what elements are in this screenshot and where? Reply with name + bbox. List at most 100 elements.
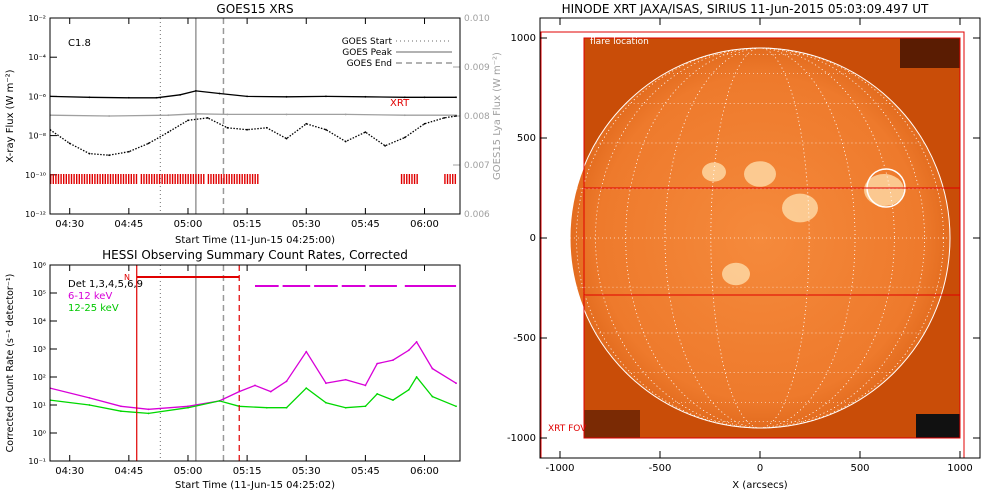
xrt-obs-tick: [70, 174, 73, 184]
xrt-obs-tick: [241, 174, 243, 184]
goes-ytick-label: 10⁻²: [28, 14, 46, 23]
xrt-obs-tick: [78, 174, 80, 184]
goes-panel: GOES15 XRS X-ray Flux (W m⁻²) GOES15 Lya…: [5, 2, 503, 246]
xrt-obs-tick: [125, 174, 127, 184]
xrt-fov-inner-box: [583, 37, 961, 439]
xrt-obs-tick: [96, 174, 99, 184]
xrt-solar-limb: [569, 47, 951, 429]
goes-series-point-1: [108, 115, 111, 117]
xrt-obs-tick: [220, 174, 223, 184]
goes-class-label: C1.8: [68, 38, 91, 49]
xrt-obs-tick: [406, 174, 408, 184]
legend-goes-end: GOES End: [347, 59, 392, 69]
goes-series-point-2: [246, 128, 249, 131]
xrt-obs-tick: [207, 174, 210, 184]
goes-plot-area: [50, 18, 457, 214]
xrt-axes: -1000 -500 0 500 1000 -1000 -500 0 500 1000: [507, 18, 980, 474]
goes-series-point-1: [285, 113, 288, 116]
xrt-obs-tick: [140, 174, 143, 184]
hessi-ytick-label: 10²: [33, 373, 46, 382]
hessi-series-point-1: [265, 406, 268, 409]
goes-series-point-0: [179, 93, 181, 96]
goes-legend: GOES Start GOES Peak GOES End: [342, 37, 452, 69]
hessi-series-label-6-12: 6-12 keV: [68, 291, 112, 302]
hessi-title: HESSI Observing Summary Count Rates, Cor…: [102, 248, 408, 262]
xrt-obs-tick: [63, 174, 65, 184]
hessi-series-point-1: [218, 400, 221, 402]
goes-series-point-2: [443, 116, 446, 119]
hessi-series-point-1: [407, 388, 410, 391]
goes-series-point-0: [218, 92, 221, 95]
xrt-obs-tick: [184, 174, 187, 184]
xrt-bright-region: [702, 162, 726, 182]
legend-goes-peak: GOES Peak: [342, 48, 392, 58]
xrt-bright-region: [744, 161, 776, 187]
hessi-series-label-12-25: 12-25 keV: [68, 303, 119, 314]
hessi-xlabel: Start Time (11-Jun-15 04:25:02): [175, 480, 335, 491]
xrt-obs-tick: [161, 174, 163, 184]
xrt-obs-tick: [454, 174, 457, 184]
hessi-xtick-label: 06:00: [410, 466, 439, 477]
xrt-obs-tick: [231, 174, 233, 184]
goes-series-point-0: [127, 96, 130, 99]
goes-y2tick-label: 0.007: [464, 161, 490, 171]
xrt-bright-region: [722, 262, 750, 286]
hessi-series-point-0: [415, 340, 418, 343]
hessi-axes: 04:30 04:45 05:00 05:15 05:30 05:45 06:00 10⁻¹ 1…: [28, 261, 439, 477]
goes-series-point-2: [127, 150, 130, 153]
hessi-series-point-0: [147, 408, 150, 411]
goes-series-point-1: [167, 114, 170, 117]
xrt-bright-region: [782, 193, 818, 223]
hessi-series-point-1: [364, 405, 367, 408]
hessi-series-point-1: [187, 406, 189, 409]
goes-ytick-label: 10⁻⁴: [28, 53, 46, 62]
goes-series-point-2: [147, 142, 150, 145]
xrt-obs-tick: [416, 174, 418, 184]
hessi-series-point-1: [88, 404, 91, 406]
hessi-ytick-label: 10³: [33, 345, 46, 354]
hessi-plot-area: [50, 265, 457, 461]
xrt-obs-tick: [444, 174, 446, 184]
hessi-series-point-1: [431, 395, 434, 398]
xrt-obs-tick: [200, 174, 202, 184]
goes-series-point-0: [194, 90, 197, 92]
hessi-series-point-0: [344, 378, 347, 381]
goes-xtick-label: 05:15: [233, 219, 262, 230]
xrt-obs-tick: [192, 174, 195, 184]
goes-series-point-2: [88, 152, 91, 155]
xrt-xtick-label: -500: [649, 463, 672, 474]
xrt-obs-tick: [403, 174, 405, 184]
goes-ytick-label: 10⁻⁸: [28, 132, 46, 141]
hessi-series-point-0: [120, 405, 122, 408]
hessi-series-point-1: [147, 412, 150, 415]
xrt-obs-tick: [218, 174, 220, 184]
hessi-series-point-0: [305, 350, 308, 353]
goes-series-point-1: [403, 114, 406, 117]
legend-goes-start: GOES Start: [342, 37, 393, 47]
xrt-solar-disk: [570, 48, 950, 428]
goes-series-point-0: [325, 95, 327, 98]
xrt-obs-tick: [233, 174, 236, 184]
goes-series-point-2: [206, 116, 209, 119]
goes-ylabel: X-ray Flux (W m⁻²): [5, 69, 16, 162]
xrt-obs-tick: [203, 174, 205, 184]
xrt-obs-tick: [251, 174, 254, 184]
xrt-obs-tick: [249, 174, 251, 184]
xrt-obs-tick: [128, 174, 130, 184]
hessi-xtick-label: 04:30: [55, 466, 84, 477]
goes-series-point-0: [246, 95, 249, 98]
xrt-obs-tick: [81, 174, 83, 184]
xrt-obs-tick: [212, 174, 215, 184]
xrt-obs-tick: [254, 174, 256, 184]
goes-xtick-label: 05:45: [351, 219, 380, 230]
xrt-obs-tick: [120, 174, 122, 184]
xrt-obs-tick: [151, 174, 153, 184]
goes-series-point-2: [108, 154, 111, 157]
hessi-series-point-0: [285, 380, 288, 383]
goes-series-point-2: [364, 131, 367, 134]
xrt-bright-region: [864, 174, 904, 206]
goes-axes: 04:30 04:45 05:00 05:15 05:30 05:45 06:00 10⁻¹²…: [25, 14, 490, 230]
goes-series-point-0: [423, 96, 426, 99]
xrt-obs-tick: [400, 174, 403, 184]
